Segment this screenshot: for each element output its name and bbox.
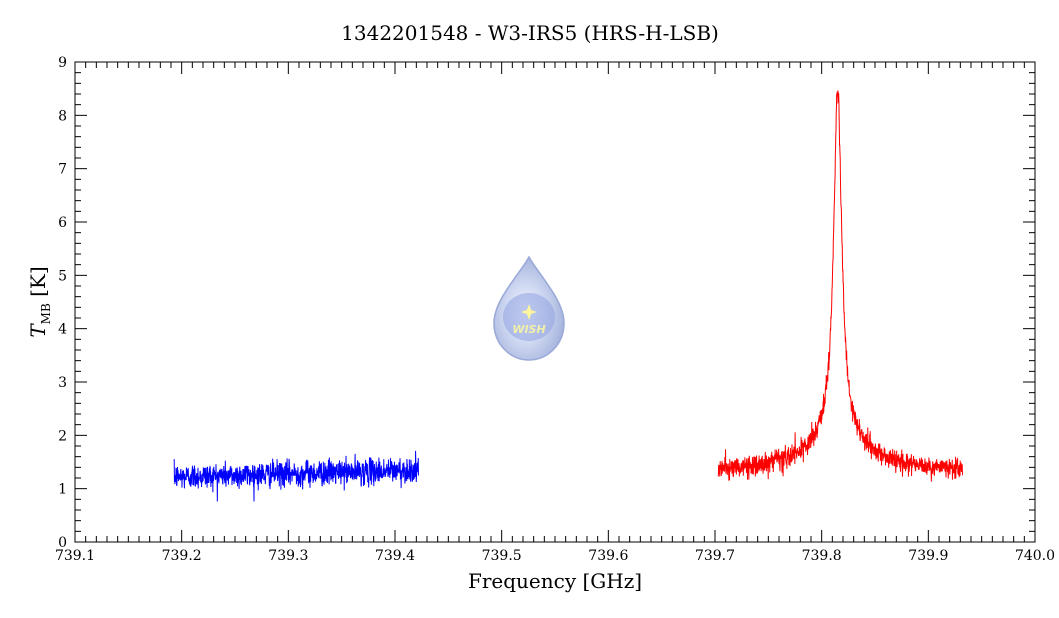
- x-tick-label: 739.4: [375, 548, 415, 564]
- x-tick-label: 739.7: [695, 548, 735, 564]
- wish-logo: WISH: [493, 255, 565, 361]
- y-axis-label-unit: [K]: [26, 266, 50, 297]
- x-tick-label: 739.3: [268, 548, 308, 564]
- y-tick-labels: 0 1 2 3 4 5 6 7 8 9: [58, 55, 67, 551]
- star-icon: [521, 304, 537, 320]
- x-tick-label: 739.5: [482, 548, 522, 564]
- axis-ticks: [74, 61, 1036, 543]
- y-axis-label-symbol: T: [26, 323, 50, 338]
- series-line-0: [173, 450, 419, 502]
- y-tick-label: 1: [58, 482, 67, 498]
- y-tick-label: 3: [58, 375, 67, 391]
- y-tick-label: 0: [58, 535, 67, 551]
- x-tick-label: 739.2: [162, 548, 202, 564]
- x-tick-label: 739.1: [55, 548, 95, 564]
- x-axis-label: Frequency [GHz]: [468, 569, 642, 593]
- chart-title: 1342201548 - W3-IRS5 (HRS-H-LSB): [341, 21, 719, 45]
- y-axis-label: TMB [K]: [26, 266, 53, 337]
- y-axis-label-subscript: MB: [39, 303, 53, 324]
- x-tick-label: 739.9: [908, 548, 948, 564]
- y-tick-label: 6: [58, 215, 67, 231]
- y-tick-label: 9: [58, 55, 67, 71]
- y-tick-label: 8: [58, 108, 67, 124]
- y-tick-label: 4: [58, 322, 67, 338]
- x-tick-label: 739.6: [588, 548, 628, 564]
- x-tick-labels: 739.1 739.2 739.3 739.4 739.5 739.6 739.7 739.8…: [55, 548, 1055, 564]
- series-layer: [173, 90, 963, 502]
- x-tick-label: 739.8: [802, 548, 842, 564]
- svg-text:TMB [K]: TMB [K]: [26, 266, 53, 337]
- y-tick-label: 2: [58, 428, 67, 444]
- y-tick-label: 5: [58, 268, 67, 284]
- x-tick-label: 740.0: [1015, 548, 1055, 564]
- series-line-1: [717, 90, 963, 482]
- wish-logo-text: WISH: [512, 323, 545, 336]
- y-tick-label: 7: [58, 162, 67, 178]
